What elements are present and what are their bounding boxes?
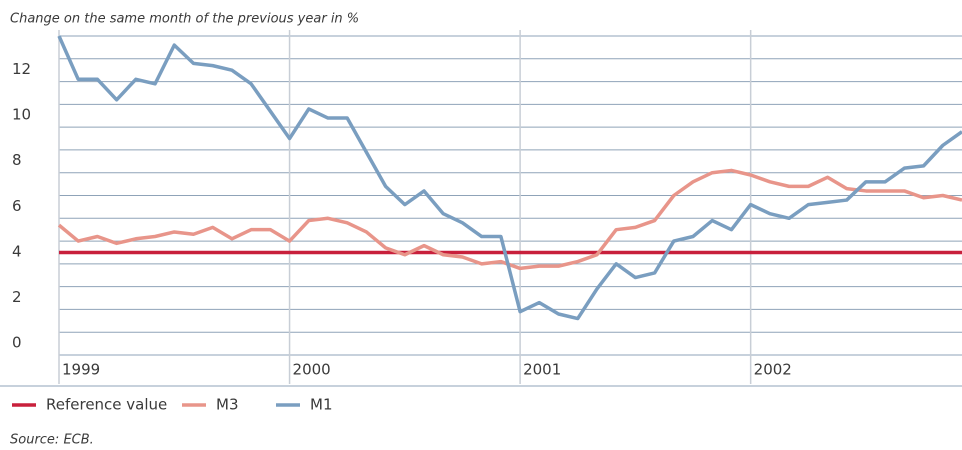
legend-label: M1 — [310, 396, 333, 414]
y-tick-label: 12 — [12, 60, 31, 78]
legend-label: M3 — [216, 396, 239, 414]
x-tick-label: 2002 — [754, 361, 792, 379]
x-tick-label: 2001 — [523, 361, 561, 379]
series-line — [57, 35, 962, 321]
x-tick-label: 1999 — [62, 361, 100, 379]
legend-label: Reference value — [46, 396, 167, 414]
x-tick-label: 2000 — [293, 361, 331, 379]
y-tick-label: 6 — [12, 197, 22, 215]
y-tick-label: 2 — [12, 288, 22, 306]
y-tick-label: 0 — [12, 334, 22, 352]
chart-title: Change on the same month of the previous… — [10, 12, 359, 27]
y-tick-label: 4 — [12, 242, 22, 260]
source: Source: ECB. — [10, 433, 94, 448]
y-tick-label: 10 — [12, 106, 31, 124]
series-line — [57, 168, 962, 271]
y-tick-label: 8 — [12, 151, 22, 169]
